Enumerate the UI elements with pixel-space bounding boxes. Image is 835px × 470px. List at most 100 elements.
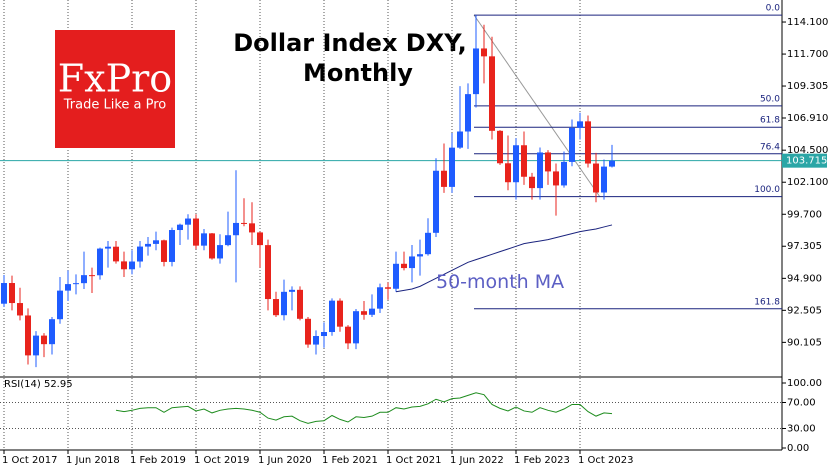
y-tick-label: 106.910 (787, 113, 828, 124)
candle-body (153, 240, 159, 244)
candle-body (129, 261, 135, 270)
candle-body (401, 263, 407, 269)
y-tick-label: 30.00 (787, 424, 816, 435)
candle-body (465, 94, 471, 132)
logo-tagline: Trade Like a Pro (63, 98, 167, 113)
y-tick-label: 94.900 (787, 273, 822, 284)
candle-body (393, 263, 399, 289)
candle-body (289, 289, 295, 292)
candle-body (225, 235, 231, 246)
candle-body (457, 131, 463, 148)
candle-body (313, 336, 319, 345)
x-tick-label: 1 Oct 2021 (386, 455, 441, 466)
candle-body (233, 222, 239, 236)
candle-body (417, 254, 423, 257)
x-tick-label: 1 Jun 2020 (258, 455, 312, 466)
candle-body (345, 326, 351, 344)
candle-body (249, 223, 255, 233)
x-tick-label: 1 Feb 2023 (514, 455, 570, 466)
candle-body (297, 289, 303, 319)
y-tick-label: 104.500 (787, 145, 828, 156)
candle-body (185, 218, 191, 225)
y-tick-label: 0.00 (787, 443, 809, 454)
candle-body (505, 163, 511, 183)
candle-body (553, 171, 559, 186)
fib-label: 61.8 (760, 116, 780, 126)
candle-body (481, 48, 487, 57)
candle-body (433, 170, 439, 233)
x-tick-label: 1 Jun 2022 (450, 455, 504, 466)
y-tick-label: 109.305 (787, 81, 828, 92)
y-tick-label: 99.700 (787, 209, 822, 220)
candle-body (601, 166, 607, 193)
x-tick-label: 1 Jun 2018 (66, 455, 120, 466)
candle-body (361, 311, 367, 315)
candle-body (569, 127, 575, 162)
ma-label: 50-month MA (436, 271, 564, 293)
candle-body (73, 283, 79, 285)
candle-body (537, 152, 543, 189)
candle-body (105, 246, 111, 249)
candle-body (33, 335, 39, 356)
y-tick-label: 114.100 (787, 17, 828, 28)
candle-body (49, 319, 55, 345)
candle-body (265, 245, 271, 300)
candle-body (369, 308, 375, 315)
logo-name: FxPro (58, 57, 172, 101)
candle-body (9, 283, 15, 304)
logo-box (55, 30, 175, 148)
candle-body (81, 275, 87, 284)
candle-body (257, 232, 263, 246)
y-tick-label: 90.105 (787, 337, 822, 348)
candle-body (441, 170, 447, 187)
chart-title: Monthly (303, 59, 413, 87)
candle-body (201, 233, 207, 246)
candle-body (241, 222, 247, 224)
x-tick-label: 1 Oct 2023 (578, 455, 633, 466)
x-tick-label: 1 Feb 2019 (130, 455, 186, 466)
y-tick-label: 92.505 (787, 305, 822, 316)
candle-body (209, 233, 215, 259)
x-tick-label: 1 Feb 2021 (322, 455, 378, 466)
candle-body (609, 160, 615, 167)
candle-body (585, 121, 591, 164)
candle-body (17, 303, 23, 316)
x-tick-label: 1 Oct 2017 (2, 455, 57, 466)
chart-title: Dollar Index DXY, (233, 29, 467, 57)
logo: FxPro Trade Like a Pro (55, 30, 175, 148)
fib-label: 50.0 (760, 94, 780, 104)
y-tick-label: 100.00 (787, 378, 822, 389)
candle-body (425, 232, 431, 255)
last-price-label: 103.715 (786, 156, 827, 167)
candle-body (305, 318, 311, 345)
candle-body (593, 163, 599, 193)
rsi-label: RSI(14) 52.95 (4, 379, 73, 390)
candle-body (281, 291, 287, 316)
candle-body (513, 145, 519, 183)
candle-body (577, 121, 583, 128)
candle-body (121, 261, 127, 270)
moving-average (395, 224, 613, 293)
candle-body (161, 240, 167, 262)
y-tick-label: 70.00 (787, 398, 816, 409)
candle-body (177, 224, 183, 231)
candle-body (169, 230, 175, 262)
candle-body (449, 147, 455, 187)
candle-body (409, 256, 415, 269)
candle-body (113, 246, 119, 262)
candle-body (545, 152, 551, 172)
candle-body (273, 299, 279, 316)
candle-body (57, 290, 63, 320)
candle-body (193, 218, 199, 246)
candle-body (385, 287, 391, 289)
last-price-box (782, 153, 827, 168)
candle-body (489, 56, 495, 131)
candle-body (497, 130, 503, 164)
y-tick-label: 102.100 (787, 177, 828, 188)
fib-label: 0.0 (766, 4, 781, 14)
candle-body (329, 300, 335, 333)
candle-body (529, 176, 535, 189)
candle-body (217, 245, 223, 259)
candle-body (41, 335, 47, 345)
